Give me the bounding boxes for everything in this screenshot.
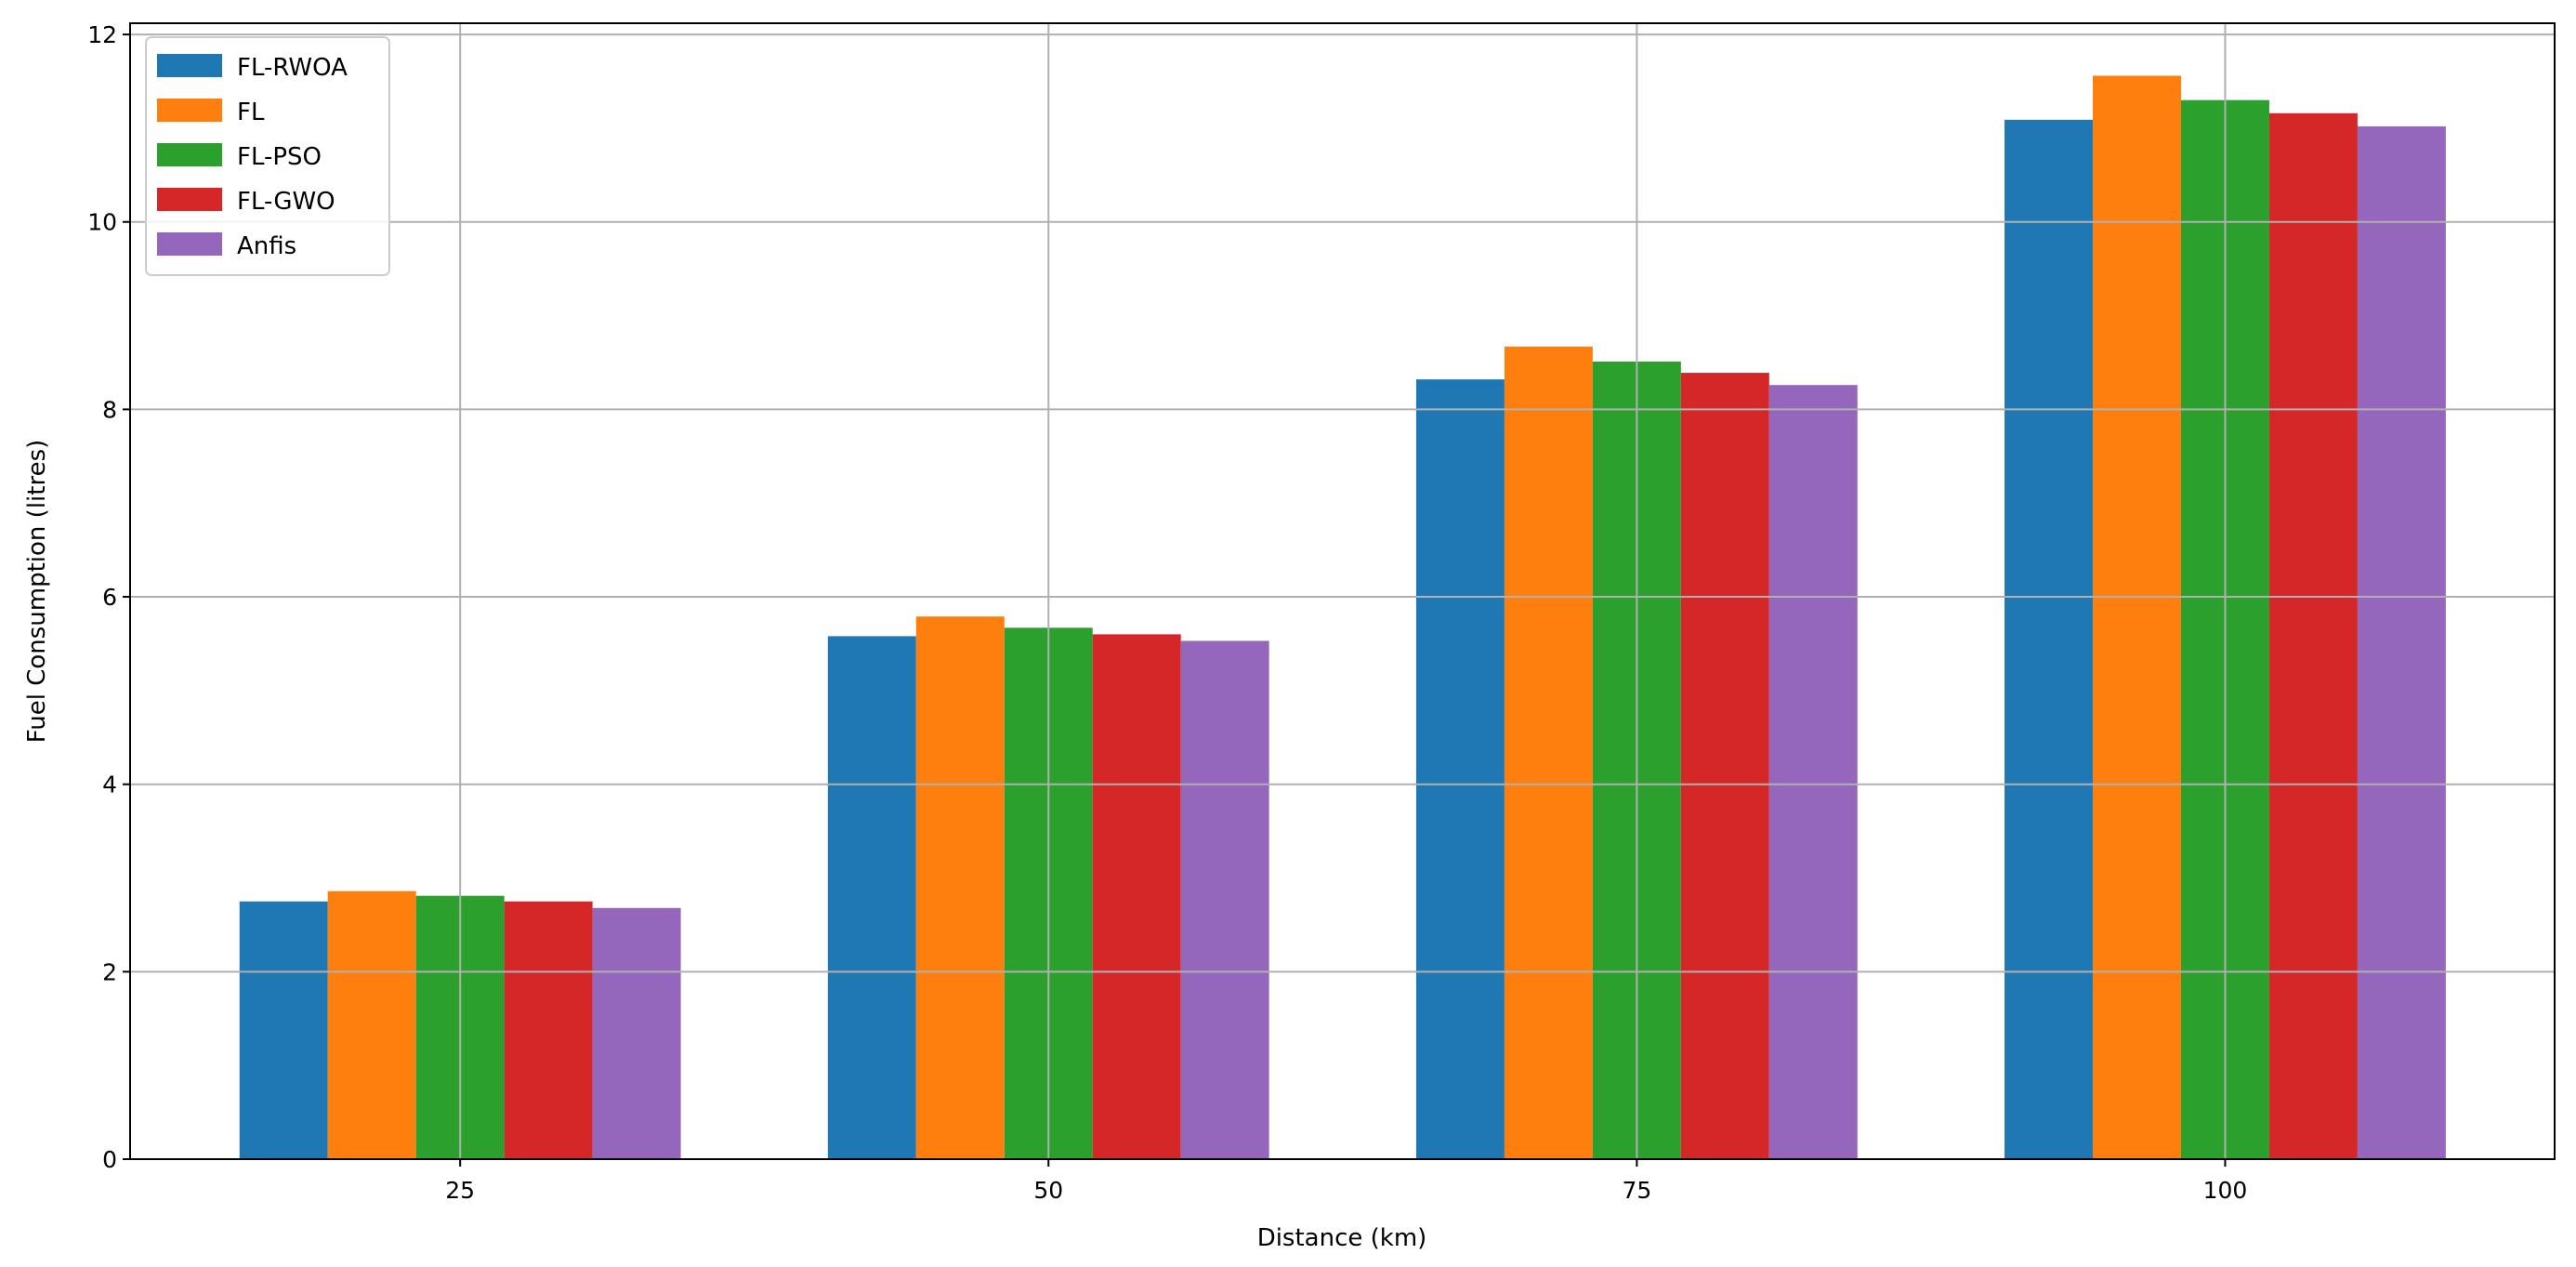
bar-fl-100 (2093, 75, 2181, 1160)
bar-anfis-75 (1768, 385, 1858, 1159)
legend-swatch-fl (157, 99, 222, 122)
y-tick-label: 8 (102, 396, 117, 423)
legend-swatch-fl-rwoa (157, 54, 222, 77)
bar-fl-gwo-25 (504, 901, 593, 1159)
bar-fl-rwoa-25 (239, 901, 328, 1159)
axes-frame (129, 22, 2556, 1160)
legend-box (145, 36, 390, 276)
y-tick-label: 4 (102, 772, 117, 798)
ticks: 0 2 4 6 8 10 12 25 50 75 100 (87, 21, 2247, 1204)
y-tick-label: 0 (102, 1146, 117, 1173)
bar-fl-gwo-75 (1680, 373, 1769, 1160)
bar-fl-rwoa-75 (1415, 379, 1505, 1159)
bar-anfis-100 (2357, 125, 2446, 1159)
bar-fl-rwoa-50 (827, 636, 916, 1159)
y-tick-label: 10 (87, 209, 117, 236)
y-tick-label: 12 (87, 21, 117, 48)
bar-fl-25 (327, 891, 416, 1159)
y-axis-label: Fuel Consumption (litres) (23, 440, 51, 744)
x-tick-label: 50 (1033, 1177, 1063, 1204)
bar-fl-75 (1504, 346, 1593, 1159)
legend-label-fl-rwoa: FL-RWOA (237, 54, 348, 82)
legend-label-fl-pso: FL-PSO (237, 143, 322, 171)
x-tick-label: 75 (1622, 1177, 1651, 1204)
legend-label-fl-gwo: FL-GWO (237, 188, 335, 216)
y-tick-label: 2 (102, 958, 117, 985)
x-tick-label: 100 (2203, 1177, 2248, 1204)
legend-label-fl: FL (237, 99, 265, 126)
legend-label-anfis: Anfis (237, 232, 296, 260)
bar-anfis-25 (592, 907, 681, 1159)
bars (239, 75, 2446, 1160)
bar-fl-gwo-50 (1092, 634, 1181, 1159)
legend: FL-RWOA FL FL-PSO FL-GWO Anfis (145, 36, 390, 276)
bar-fl-50 (915, 616, 1005, 1159)
legend-swatch-fl-gwo (157, 188, 222, 211)
bar-anfis-50 (1180, 640, 1269, 1159)
bar-fl-rwoa-100 (2004, 119, 2094, 1159)
legend-swatch-anfis (157, 232, 222, 256)
y-tick-label: 6 (102, 584, 117, 611)
x-tick-label: 25 (445, 1177, 475, 1204)
bar-fl-gwo-100 (2268, 112, 2358, 1159)
legend-swatch-fl-pso (157, 143, 222, 166)
x-axis-label: Distance (km) (1257, 1224, 1427, 1252)
